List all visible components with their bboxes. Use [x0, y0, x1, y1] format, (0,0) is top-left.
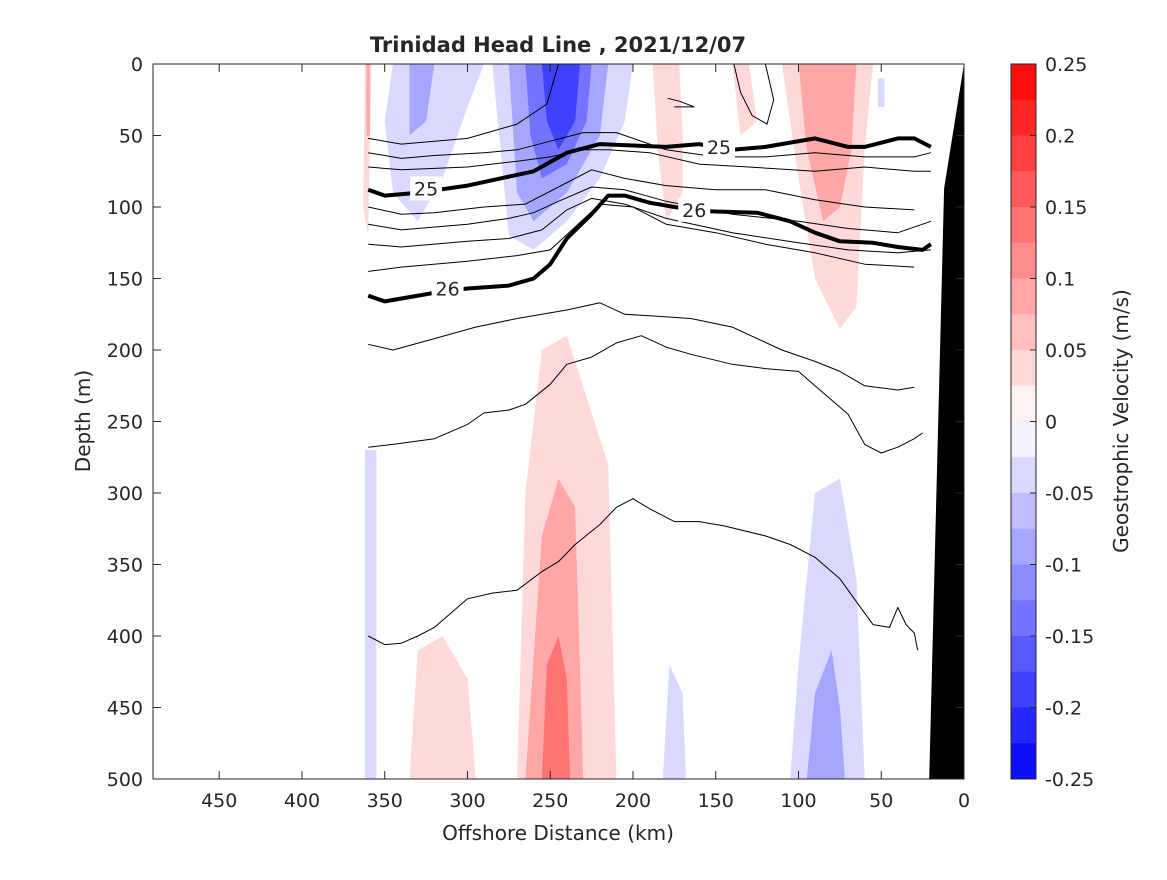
x-tick-label: 350: [367, 790, 403, 812]
density-contour-loop: [733, 64, 775, 125]
colorbar-tick-label: 0.15: [1045, 197, 1087, 219]
x-tick-label: 150: [698, 790, 734, 812]
velocity-patch: [877, 78, 885, 107]
bathymetry: [929, 64, 964, 779]
contour-label: 26: [436, 279, 460, 301]
colorbar-segment: [1011, 385, 1036, 422]
density-contour-loop: [667, 97, 695, 108]
colorbar-segment: [1011, 528, 1036, 565]
colorbar-segment: [1011, 207, 1036, 244]
contour-labels: 25 25 26 26: [410, 134, 736, 301]
colorbar-segment: [1011, 421, 1036, 458]
x-tick-label: 450: [201, 790, 237, 812]
density-contour: [367, 498, 919, 651]
contour-label-bg: [410, 176, 443, 201]
velocity-patch: [652, 64, 683, 222]
contour-label-bg: [703, 134, 736, 159]
velocity-patch: [662, 664, 686, 779]
y-tick-label: 350: [107, 555, 143, 577]
x-tick-label: 300: [449, 790, 485, 812]
colorbar-tick-label: 0.1: [1045, 269, 1075, 291]
y-tick-label: 50: [119, 126, 143, 148]
density-contour-bold: [367, 136, 932, 198]
velocity-patch: [409, 64, 435, 136]
contour-label-bg: [431, 276, 464, 301]
velocity-contour-fill: [363, 64, 885, 779]
x-tick-label: 200: [615, 790, 651, 812]
colorbar-tick-label: 0.25: [1045, 54, 1087, 76]
velocity-patch: [525, 478, 584, 779]
colorbar-segment: [1011, 242, 1036, 279]
colorbar-segment: [1011, 600, 1036, 637]
x-tick-label: 50: [869, 790, 893, 812]
colorbar-tick-label: -0.2: [1045, 698, 1082, 720]
velocity-patch: [790, 478, 865, 779]
contour-label: 25: [414, 178, 438, 200]
colorbar-segment: [1011, 707, 1036, 744]
colorbar-tick-label: -0.15: [1045, 626, 1094, 648]
y-tick-label: 100: [107, 197, 143, 219]
y-tick-label: 200: [107, 340, 143, 362]
density-contour: [368, 132, 932, 159]
colorbar-segment: [1011, 671, 1036, 708]
colorbar-segment: [1011, 636, 1036, 673]
colorbar-label: Geostrophic Velocity (m/s): [1109, 289, 1133, 553]
y-tick-label: 150: [107, 269, 143, 291]
velocity-patch: [366, 64, 370, 136]
colorbar-segment: [1011, 564, 1036, 601]
x-axis: 450 400 350 300 250 200 150 100 50 0: [201, 64, 970, 812]
x-axis-label: Offshore Distance (km): [442, 821, 674, 845]
y-axis-label: Depth (m): [71, 370, 95, 472]
colorbar-tick-label: 0: [1045, 412, 1057, 434]
colorbar-tick-label: -0.05: [1045, 483, 1094, 505]
velocity-patch: [806, 650, 845, 779]
colorbar-segment: [1011, 99, 1036, 136]
density-contour: [368, 203, 915, 272]
x-tick-label: 0: [958, 790, 970, 812]
y-tick-label: 300: [107, 483, 143, 505]
colorbar-segment: [1011, 314, 1036, 351]
colorbar-segment: [1011, 350, 1036, 387]
velocity-patch: [541, 64, 580, 150]
density-contours: [367, 64, 933, 651]
y-tick-label: 250: [107, 412, 143, 434]
y-tick-label: 450: [107, 698, 143, 720]
density-contour: [368, 149, 931, 172]
contour-label: 25: [707, 137, 731, 159]
colorbar-segment: [1011, 743, 1036, 780]
y-tick-label: 500: [107, 769, 143, 791]
contour-label: 26: [682, 200, 706, 222]
x-tick-label: 250: [532, 790, 568, 812]
velocity-patch: [409, 636, 476, 779]
x-tick-label: 400: [284, 790, 320, 812]
density-contour: [368, 197, 931, 254]
density-contour: [368, 169, 915, 215]
y-tick-label: 400: [107, 626, 143, 648]
colorbar-segment: [1011, 135, 1036, 172]
density-contour: [368, 64, 559, 145]
velocity-patch: [364, 450, 377, 779]
colorbar-tick-label: -0.1: [1045, 555, 1082, 577]
colorbar-tick-label: 0.2: [1045, 126, 1075, 148]
colorbar-segment: [1011, 64, 1036, 101]
colorbar-segment: [1011, 171, 1036, 208]
colorbar-segment: [1011, 457, 1036, 494]
density-contour: [368, 335, 923, 454]
colorbar-segment: [1011, 493, 1036, 530]
density-contour: [368, 302, 915, 391]
x-tick-label: 100: [780, 790, 816, 812]
colorbar-tick-label: 0.05: [1045, 340, 1087, 362]
colorbar: 0.25 0.2 0.15 0.1 0.05 0 -0.05 -0.1 -0.15 -0.2 -0.…: [1010, 54, 1094, 791]
y-tick-label: 0: [131, 54, 143, 76]
colorbar-segment: [1011, 278, 1036, 315]
contour-label-bg: [678, 197, 711, 222]
colorbar-tick-label: -0.25: [1045, 769, 1094, 791]
y-axis: 0 50 100 150 200 250 300 350 400 450 500: [107, 54, 964, 791]
seafloor: [929, 64, 964, 779]
velocity-patch: [541, 636, 571, 779]
chart-title: Trinidad Head Line , 2021/12/07: [370, 33, 746, 57]
density-contour: [368, 186, 932, 234]
